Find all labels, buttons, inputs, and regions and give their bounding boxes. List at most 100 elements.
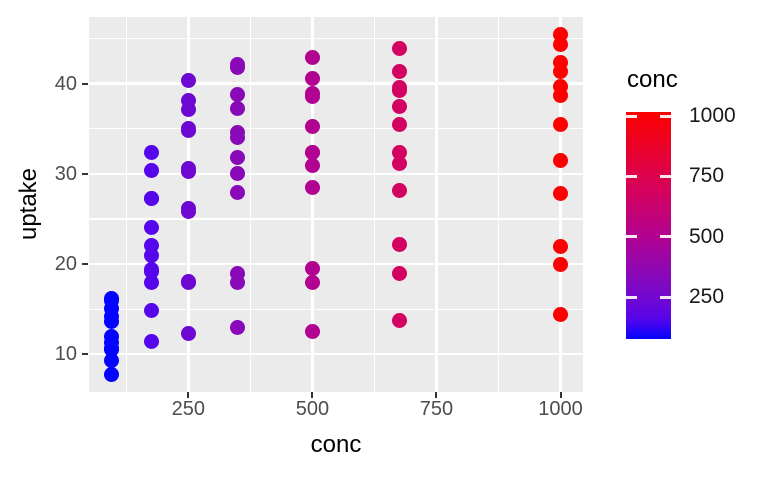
- legend-tick-label: 1000: [689, 104, 736, 127]
- x-tick-mark: [311, 392, 314, 398]
- gridline-major-x: [435, 17, 438, 392]
- y-tick-mark: [82, 353, 88, 356]
- colorbar-gradient: [626, 112, 671, 339]
- legend-tick-mark: [660, 174, 671, 178]
- legend-tick-mark: [660, 295, 671, 299]
- gridline-minor-x: [249, 17, 251, 392]
- data-point: [304, 144, 320, 160]
- data-point: [391, 156, 407, 172]
- legend-tick-mark: [626, 114, 637, 118]
- data-point: [143, 144, 159, 160]
- data-point: [304, 261, 320, 277]
- data-point: [391, 40, 407, 56]
- y-tick-label: 40: [54, 72, 77, 95]
- gridline-major-x: [559, 17, 562, 392]
- data-point: [553, 239, 569, 255]
- data-point: [553, 152, 569, 168]
- data-point: [180, 325, 196, 341]
- data-point: [180, 73, 196, 89]
- data-point: [553, 257, 569, 273]
- data-point: [143, 302, 159, 318]
- data-point: [553, 116, 569, 132]
- data-point: [391, 266, 407, 282]
- legend-tick-mark: [626, 295, 637, 299]
- legend-tick-mark: [626, 174, 637, 178]
- x-tick-mark: [435, 392, 438, 398]
- gridline-major-y: [89, 352, 583, 356]
- x-tick-label: 500: [295, 398, 330, 420]
- gridline-minor-x: [373, 17, 376, 392]
- gridline-minor-x: [497, 17, 500, 392]
- gridline-minor-y: [89, 128, 583, 130]
- data-point: [230, 319, 246, 335]
- gridline-minor-y: [89, 218, 583, 220]
- x-tick-mark: [559, 392, 562, 398]
- legend-tick-mark: [660, 114, 671, 118]
- data-point: [230, 57, 246, 73]
- data-point: [553, 307, 569, 323]
- y-tick-mark: [82, 263, 88, 266]
- gridline-minor-x: [125, 17, 127, 392]
- data-point: [304, 158, 320, 174]
- legend-tick-mark: [660, 235, 671, 239]
- data-point: [304, 324, 320, 340]
- data-point: [103, 353, 119, 369]
- data-point: [103, 341, 119, 357]
- data-point: [391, 313, 407, 329]
- legend-tick-mark: [626, 235, 637, 239]
- data-point: [553, 87, 569, 103]
- x-axis-title: conc: [310, 431, 362, 458]
- y-tick-label: 20: [54, 253, 77, 276]
- y-tick-mark: [82, 172, 88, 175]
- y-tick-label: 10: [54, 343, 77, 366]
- data-point: [304, 179, 320, 195]
- data-point: [143, 238, 159, 254]
- data-point: [304, 70, 320, 86]
- data-point: [230, 166, 246, 182]
- x-tick-label: 250: [171, 398, 206, 420]
- plot-panel: [89, 17, 583, 392]
- data-point: [391, 236, 407, 252]
- data-point: [230, 150, 246, 166]
- x-tick-label: 750: [419, 398, 454, 420]
- data-point: [143, 261, 159, 277]
- data-point: [391, 98, 407, 114]
- data-point: [391, 183, 407, 199]
- data-point: [391, 79, 407, 95]
- gridline-minor-y: [89, 37, 583, 40]
- gridline-major-y: [89, 172, 583, 176]
- data-point: [143, 334, 159, 350]
- data-point: [143, 162, 159, 178]
- data-point: [103, 300, 119, 316]
- data-point: [230, 101, 246, 117]
- y-tick-label: 30: [54, 162, 77, 185]
- data-point: [553, 186, 569, 202]
- x-tick-mark: [187, 392, 190, 398]
- data-point: [180, 160, 196, 176]
- data-point: [143, 274, 159, 290]
- y-tick-mark: [82, 82, 88, 85]
- data-point: [304, 275, 320, 291]
- data-point: [180, 93, 196, 109]
- data-point: [180, 275, 196, 291]
- data-point: [180, 204, 196, 220]
- data-point: [391, 116, 407, 132]
- data-point: [143, 190, 159, 206]
- data-point: [304, 49, 320, 65]
- data-point: [304, 118, 320, 134]
- legend-tick-label: 500: [689, 224, 725, 248]
- data-point: [553, 63, 569, 79]
- data-point: [553, 26, 569, 42]
- data-point: [391, 63, 407, 79]
- data-point: [230, 275, 246, 291]
- data-point: [230, 185, 246, 201]
- data-point: [103, 367, 119, 383]
- data-point: [304, 86, 320, 102]
- data-point: [230, 86, 246, 102]
- data-point: [143, 219, 159, 235]
- gridline-minor-y: [89, 308, 583, 310]
- legend-tick-label: 750: [689, 164, 725, 188]
- data-point: [180, 121, 196, 137]
- gridline-major-x: [311, 17, 314, 392]
